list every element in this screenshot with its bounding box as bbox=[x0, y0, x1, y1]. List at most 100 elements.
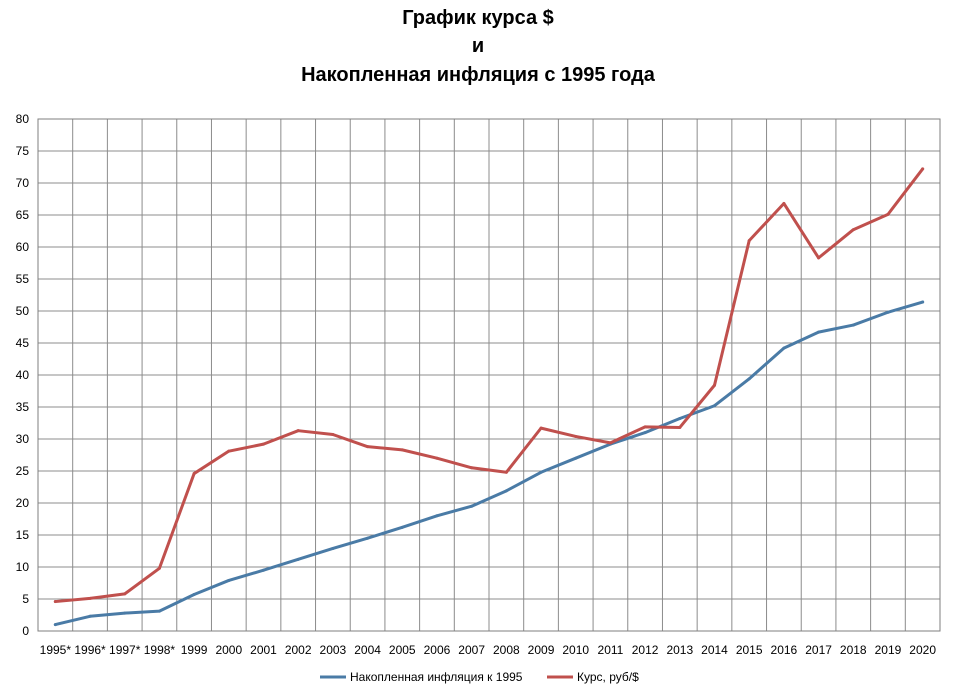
y-tick-label: 80 bbox=[16, 112, 30, 126]
x-tick-label: 1996* bbox=[74, 643, 106, 657]
data-point bbox=[817, 256, 821, 260]
data-point bbox=[678, 425, 682, 429]
legend: Накопленная инфляция к 1995 Курс, руб/$ bbox=[320, 670, 639, 684]
x-tick-label: 2001 bbox=[250, 643, 277, 657]
x-tick-label: 2006 bbox=[424, 643, 451, 657]
data-point bbox=[921, 167, 925, 171]
y-tick-label: 55 bbox=[16, 272, 30, 286]
x-tick-label: 2014 bbox=[701, 643, 728, 657]
x-tick-label: 2019 bbox=[875, 643, 902, 657]
y-tick-label: 75 bbox=[16, 144, 30, 158]
data-point bbox=[296, 557, 300, 561]
data-point bbox=[192, 472, 196, 476]
data-point bbox=[227, 578, 231, 582]
x-tick-label: 2016 bbox=[771, 643, 798, 657]
data-point bbox=[747, 377, 751, 381]
x-tick-label: 2017 bbox=[805, 643, 832, 657]
data-point bbox=[400, 448, 404, 452]
data-point bbox=[643, 431, 647, 435]
x-tick-label: 2012 bbox=[632, 643, 659, 657]
x-tick-label: 2008 bbox=[493, 643, 520, 657]
x-tick-label: 2004 bbox=[354, 643, 381, 657]
x-tick-label: 2010 bbox=[562, 643, 589, 657]
data-point bbox=[435, 514, 439, 518]
x-tick-label: 1998* bbox=[144, 643, 176, 657]
data-point bbox=[713, 383, 716, 387]
data-point bbox=[539, 470, 543, 474]
data-point bbox=[713, 404, 716, 408]
data-point bbox=[574, 456, 578, 460]
x-tick-label: 1997* bbox=[109, 643, 141, 657]
data-point bbox=[262, 568, 265, 572]
data-point bbox=[331, 546, 335, 550]
data-point bbox=[262, 442, 265, 446]
data-point bbox=[921, 300, 925, 304]
data-point bbox=[123, 592, 127, 596]
data-point bbox=[504, 489, 508, 493]
data-point bbox=[53, 600, 57, 604]
y-tick-label: 45 bbox=[16, 336, 30, 350]
chart-title-line-2: и bbox=[472, 35, 484, 57]
data-point bbox=[88, 596, 92, 600]
data-point bbox=[782, 201, 786, 205]
data-point bbox=[539, 426, 543, 430]
data-point bbox=[851, 228, 855, 232]
data-point bbox=[157, 566, 161, 570]
x-tick-label: 2000 bbox=[215, 643, 242, 657]
y-tick-label: 60 bbox=[16, 240, 30, 254]
x-tick-label: 2005 bbox=[389, 643, 416, 657]
y-tick-label: 25 bbox=[16, 464, 30, 478]
series-1 bbox=[53, 167, 925, 604]
y-tick-label: 70 bbox=[16, 176, 30, 190]
data-point bbox=[296, 429, 300, 433]
data-point bbox=[851, 323, 855, 327]
series-lines bbox=[53, 167, 925, 627]
series-0 bbox=[53, 300, 925, 627]
chart-title-line-1: График курса $ bbox=[402, 7, 554, 29]
y-tick-label: 35 bbox=[16, 400, 30, 414]
data-point bbox=[643, 425, 647, 429]
chart-title-line-3: Накопленная инфляция с 1995 года bbox=[301, 64, 656, 86]
data-point bbox=[331, 433, 335, 437]
y-tick-label: 40 bbox=[16, 368, 30, 382]
data-point bbox=[53, 623, 57, 627]
y-tick-label: 5 bbox=[22, 592, 29, 606]
data-point bbox=[470, 504, 474, 508]
x-tick-label: 2018 bbox=[840, 643, 867, 657]
x-tick-label: 2011 bbox=[598, 643, 624, 657]
data-point bbox=[123, 611, 127, 615]
x-tick-label: 2007 bbox=[458, 643, 485, 657]
data-point bbox=[88, 614, 92, 618]
data-point bbox=[366, 445, 370, 449]
x-tick-label: 1999 bbox=[181, 643, 208, 657]
x-tick-label: 2020 bbox=[909, 643, 936, 657]
x-tick-label: 2009 bbox=[528, 643, 555, 657]
data-point bbox=[192, 593, 196, 597]
x-tick-label: 2013 bbox=[666, 643, 693, 657]
data-point bbox=[400, 525, 404, 529]
x-tick-label: 2002 bbox=[285, 643, 312, 657]
data-point bbox=[435, 456, 439, 460]
y-tick-label: 10 bbox=[16, 560, 30, 574]
legend-label: Курс, руб/$ bbox=[577, 670, 639, 684]
data-point bbox=[574, 434, 578, 438]
data-point bbox=[504, 470, 508, 474]
data-point bbox=[747, 239, 751, 243]
y-tick-label: 20 bbox=[16, 496, 30, 510]
data-point bbox=[886, 212, 890, 216]
y-tick-label: 15 bbox=[16, 528, 30, 542]
data-point bbox=[366, 536, 370, 540]
legend-label: Накопленная инфляция к 1995 bbox=[350, 670, 523, 684]
y-tick-label: 65 bbox=[16, 208, 30, 222]
y-tick-label: 30 bbox=[16, 432, 30, 446]
y-tick-label: 0 bbox=[22, 624, 29, 638]
x-tick-label: 2003 bbox=[320, 643, 347, 657]
grid bbox=[37, 118, 941, 632]
plot-area-border bbox=[37, 118, 941, 632]
data-point bbox=[782, 346, 786, 350]
series-line bbox=[53, 167, 925, 604]
y-tick-label: 50 bbox=[16, 304, 30, 318]
data-point bbox=[470, 466, 474, 470]
